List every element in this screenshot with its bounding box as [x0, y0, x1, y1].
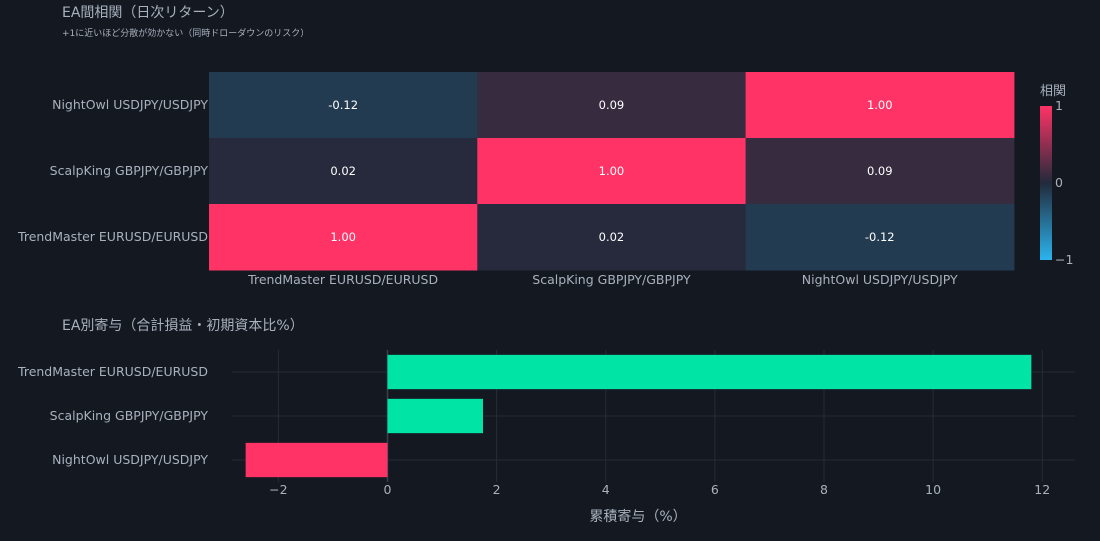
bar — [387, 398, 483, 434]
bar — [387, 354, 1032, 390]
bar-title: EA別寄与（合計損益・初期資本比%） — [62, 317, 304, 334]
bar-x-tick-label: 2 — [493, 482, 501, 497]
bar-x-tick-label: 0 — [384, 482, 392, 497]
bar-y-labels: TrendMaster EURUSD/EURUSD ScalpKing GBPJP… — [17, 364, 208, 467]
heatmap-subtitle: +1に近いほど分散が効かない（同時ドローダウンのリスク） — [62, 27, 309, 39]
heatmap-x-tick-label: NightOwl USDJPY/USDJPY — [802, 272, 958, 287]
heatmap-y-tick-label: NightOwl USDJPY/USDJPY — [52, 97, 208, 112]
heatmap-cell — [209, 138, 478, 205]
colorbar-tick-label: −1 — [1055, 252, 1073, 267]
bar-panel: EA別寄与（合計損益・初期資本比%） TrendMaster EURUSD/EU… — [17, 317, 1075, 525]
heatmap-y-tick-label: ScalpKing GBPJPY/GBPJPY — [50, 163, 209, 178]
colorbar-tick-label: 1 — [1055, 98, 1063, 113]
heatmap-cell — [745, 72, 1015, 139]
heatmap-cell — [477, 72, 747, 139]
bar-x-tick-label: 4 — [602, 482, 610, 497]
colorbar-ticks: 1 0 −1 — [1055, 98, 1073, 267]
bar-x-tick-label: 10 — [925, 482, 941, 497]
heatmap-y-tick-label: TrendMaster EURUSD/EURUSD — [17, 229, 208, 244]
bar-y-tick-label: TrendMaster EURUSD/EURUSD — [17, 364, 208, 379]
bar-x-tick-label: 6 — [711, 482, 719, 497]
heatmap-x-tick-label: ScalpKing GBPJPY/GBPJPY — [532, 272, 691, 287]
bar-x-tick-label: −2 — [269, 482, 287, 497]
heatmap-x-labels: TrendMaster EURUSD/EURUSD ScalpKing GBPJP… — [247, 272, 958, 287]
heatmap-cells: -0.12 0.09 1.00 0.02 1.00 0.09 1.00 0.02 -0.12 — [209, 72, 1015, 271]
heatmap-cell-label: 1.00 — [330, 230, 356, 244]
bar-x-tick-label: 12 — [1034, 482, 1050, 497]
heatmap-cell-label: 1.00 — [867, 98, 893, 112]
heatmap-cell-label: 0.09 — [599, 98, 625, 112]
bar-y-tick-label: NightOwl USDJPY/USDJPY — [52, 452, 208, 467]
colorbar-title: 相関 — [1040, 84, 1066, 99]
heatmap-cell — [477, 138, 747, 205]
bar-x-axis-title: 累積寄与（%） — [589, 508, 686, 525]
heatmap-cell-label: 0.02 — [330, 164, 356, 178]
bar-x-tick-labels: −2 0 2 4 6 8 10 12 — [269, 482, 1050, 497]
heatmap-panel: EA間相関（日次リターン） +1に近いほど分散が効かない（同時ドローダウンのリス… — [17, 5, 1015, 287]
heatmap-x-tick-label: TrendMaster EURUSD/EURUSD — [247, 272, 438, 287]
heatmap-cell — [209, 72, 478, 139]
bar-y-tick-label: ScalpKing GBPJPY/GBPJPY — [50, 408, 209, 423]
heatmap-y-labels: NightOwl USDJPY/USDJPY ScalpKing GBPJPY/G… — [17, 97, 208, 244]
bar-x-tick-label: 8 — [820, 482, 828, 497]
colorbar: 相関 1 0 −1 — [1040, 84, 1073, 267]
heatmap-cell-label: 0.02 — [599, 230, 625, 244]
bar — [245, 442, 388, 478]
heatmap-cell — [745, 138, 1015, 205]
colorbar-tick-label: 0 — [1055, 175, 1063, 190]
heatmap-cell-label: 1.00 — [599, 164, 625, 178]
heatmap-cell-label: -0.12 — [328, 98, 358, 112]
heatmap-cell-label: 0.09 — [867, 164, 893, 178]
heatmap-cell — [477, 204, 747, 271]
heatmap-cell — [745, 204, 1015, 271]
heatmap-cell-label: -0.12 — [865, 230, 895, 244]
heatmap-title: EA間相関（日次リターン） — [62, 5, 234, 21]
colorbar-gradient — [1040, 106, 1052, 260]
bar-marks — [245, 354, 1032, 478]
heatmap-cell — [209, 204, 478, 271]
